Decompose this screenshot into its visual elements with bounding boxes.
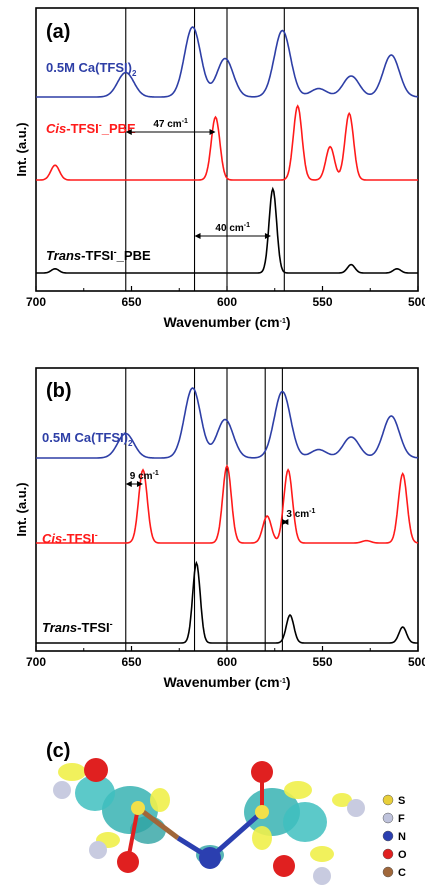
oxygen-atom-3 <box>251 761 273 783</box>
lobe-6 <box>310 846 334 862</box>
annotation-label-1: 9 cm-1 <box>130 470 159 482</box>
fluorine-atom-1 <box>53 781 71 799</box>
bond-1 <box>136 806 180 840</box>
fluorine-atom-2 <box>89 841 107 859</box>
x-tick-label-2: 650 <box>121 655 141 669</box>
lobe-4 <box>252 826 272 850</box>
arrow-head-right-1 <box>136 481 143 487</box>
panel-a-label: (a) <box>46 21 70 43</box>
legend-swatch-f <box>382 812 394 824</box>
x-tick-label-3: 600 <box>217 295 237 309</box>
x-axis-label: Wavenumber (cm-1) <box>163 674 290 690</box>
panel-c: (c) <box>46 740 407 885</box>
arrow-head-left-1 <box>125 481 132 487</box>
fluorine-atom-3 <box>347 799 365 817</box>
series-label-3: Trans-TFSI-_PBE <box>46 247 151 263</box>
x-tick-label-5: 500 <box>408 295 425 309</box>
fluorine-atom-4 <box>313 867 331 885</box>
lobe-3 <box>150 788 170 812</box>
x-tick-label-4: 550 <box>312 295 332 309</box>
sulfur-atom-2 <box>255 805 269 819</box>
legend-swatch-o <box>382 848 394 860</box>
panel-c-label: (c) <box>46 740 70 762</box>
legend-label-s: S <box>398 795 405 807</box>
series-label-2: Cis-TFSI- <box>42 530 98 546</box>
series-line-3 <box>36 186 418 274</box>
legend-swatch-s <box>382 794 394 806</box>
oxygen-atom-4 <box>273 855 295 877</box>
lobe-7 <box>332 793 352 807</box>
x-tick-label-4: 550 <box>312 655 332 669</box>
sulfur-atom-1 <box>131 801 145 815</box>
y-axis-label: Int. (a.u.) <box>14 482 29 536</box>
x-tick-label-1: 700 <box>26 295 46 309</box>
series-line-2 <box>36 104 418 181</box>
arrow-head-left-1 <box>125 129 132 135</box>
legend-label-n: N <box>398 831 406 843</box>
panel-b-label: (b) <box>46 380 72 402</box>
y-axis-label: Int. (a.u.) <box>14 122 29 176</box>
series-label-3: Trans-TFSI- <box>42 619 113 635</box>
oxygen-atom-1 <box>84 758 108 782</box>
series-line-1 <box>36 387 419 459</box>
molecule-structure <box>53 758 365 885</box>
panel-b: (b) 0.5M Ca(TFSI)2 Cis-TFSI- Trans-TFSI- 9 … <box>14 367 425 690</box>
isosurface-left-b <box>75 775 115 811</box>
annotation-label-1: 47 cm-1 <box>153 118 188 130</box>
series-line-1 <box>36 26 419 98</box>
arrow-head-left-2 <box>194 233 201 239</box>
x-tick-label-5: 500 <box>408 655 425 669</box>
x-tick-label-2: 650 <box>121 295 141 309</box>
series-line-2 <box>36 464 419 544</box>
series-line-3 <box>36 560 418 644</box>
legend-swatch-c <box>382 866 394 878</box>
legend-label-o: O <box>398 849 407 861</box>
lobe-1 <box>58 763 86 781</box>
nitrogen-atom <box>199 847 221 869</box>
x-tick-label-3: 600 <box>217 655 237 669</box>
annotation-label-2: 3 cm-1 <box>286 508 315 520</box>
panel-a: (a) 0.5M Ca(TFSI)2 Cis-TFSI-_PBE Trans-TFS… <box>14 7 425 330</box>
series-label-1: 0.5M Ca(TFSI)2 <box>46 60 137 78</box>
x-axis-label: Wavenumber (cm-1) <box>163 314 290 330</box>
annotation-label-2: 40 cm-1 <box>215 222 250 234</box>
lobe-5 <box>284 781 312 799</box>
series-label-1: 0.5M Ca(TFSI)2 <box>42 430 133 448</box>
series-label-2: Cis-TFSI-_PBE <box>46 120 136 136</box>
legend-label-c: C <box>398 867 406 879</box>
legend-label-f: F <box>398 813 405 825</box>
bond-3 <box>208 810 264 860</box>
legend-swatch-n <box>382 830 394 842</box>
arrow-head-right-2 <box>282 519 289 525</box>
oxygen-atom-2 <box>117 851 139 873</box>
arrow-head-right-2 <box>264 233 271 239</box>
arrow-head-right-1 <box>209 129 216 135</box>
x-tick-label-1: 700 <box>26 655 46 669</box>
isosurface-right-b <box>283 802 327 842</box>
